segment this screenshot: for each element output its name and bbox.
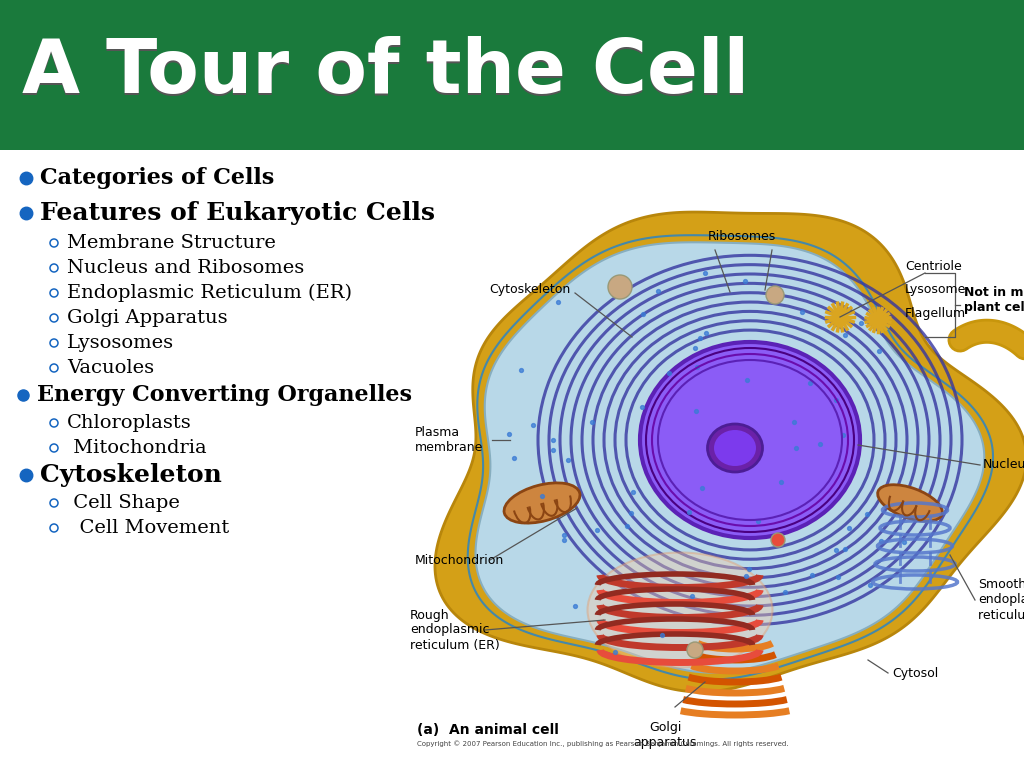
Ellipse shape (714, 430, 756, 466)
Ellipse shape (708, 424, 763, 472)
Text: Features of Eukaryotic Cells: Features of Eukaryotic Cells (40, 201, 435, 225)
Text: Cell Movement: Cell Movement (67, 519, 229, 537)
Polygon shape (435, 212, 1024, 692)
Text: Mitochondrion: Mitochondrion (415, 554, 504, 567)
Ellipse shape (588, 552, 772, 667)
Text: Rough
endoplasmic
reticulum (ER): Rough endoplasmic reticulum (ER) (410, 608, 500, 651)
Text: Centriole: Centriole (905, 260, 962, 273)
Ellipse shape (878, 485, 942, 521)
Text: Lysosome: Lysosome (905, 283, 967, 296)
Ellipse shape (687, 642, 703, 658)
Text: Endoplasmic Reticulum (ER): Endoplasmic Reticulum (ER) (67, 284, 352, 302)
Text: Plasma
membrane: Plasma membrane (415, 426, 483, 454)
Text: Cytoskeleton: Cytoskeleton (40, 463, 222, 487)
FancyBboxPatch shape (0, 150, 1024, 768)
Text: Flagellum: Flagellum (905, 306, 966, 319)
Text: Energy Converting Organelles: Energy Converting Organelles (37, 384, 412, 406)
Ellipse shape (771, 533, 785, 547)
FancyBboxPatch shape (0, 0, 1024, 150)
Polygon shape (475, 242, 984, 673)
Text: Golgi
apparatus: Golgi apparatus (633, 721, 696, 749)
Text: Golgi Apparatus: Golgi Apparatus (67, 309, 227, 327)
Text: Cytoskeleton: Cytoskeleton (488, 283, 570, 296)
Text: A Tour of the Cell: A Tour of the Cell (22, 35, 750, 108)
Text: Cell Shape: Cell Shape (67, 494, 180, 512)
Ellipse shape (504, 483, 580, 523)
Text: Categories of Cells: Categories of Cells (40, 167, 274, 189)
Text: (a)  An animal cell: (a) An animal cell (417, 723, 559, 737)
Text: A Tour of the Cell: A Tour of the Cell (22, 38, 750, 111)
Text: Membrane Structure: Membrane Structure (67, 234, 275, 252)
Text: Smooth
endoplasmic
reticulum (ER): Smooth endoplasmic reticulum (ER) (978, 578, 1024, 621)
Text: Ribosomes: Ribosomes (708, 230, 776, 243)
Text: Copyright © 2007 Pearson Education Inc., publishing as Pearson Benjamin Cummings: Copyright © 2007 Pearson Education Inc.,… (417, 740, 788, 746)
Text: Nucleus and Ribosomes: Nucleus and Ribosomes (67, 259, 304, 277)
Text: Lysosomes: Lysosomes (67, 334, 174, 352)
Text: Mitochondria: Mitochondria (67, 439, 207, 457)
Text: Chloroplasts: Chloroplasts (67, 414, 191, 432)
Text: Vacuoles: Vacuoles (67, 359, 155, 377)
Text: Cytosol: Cytosol (892, 667, 938, 680)
Text: Nucleus: Nucleus (983, 458, 1024, 472)
Ellipse shape (608, 275, 632, 299)
Ellipse shape (766, 286, 784, 304)
Ellipse shape (640, 342, 860, 538)
Text: Not in most
plant cells: Not in most plant cells (964, 286, 1024, 314)
